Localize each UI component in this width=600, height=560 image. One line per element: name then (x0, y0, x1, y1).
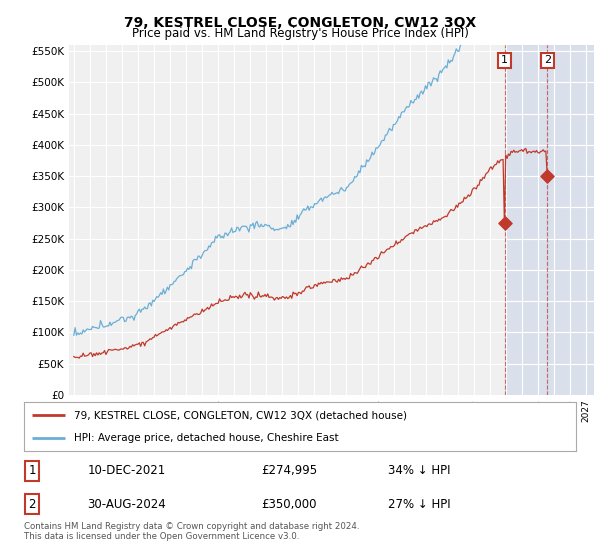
Text: 2: 2 (544, 55, 551, 66)
Bar (505, 45, 547, 395)
Text: Contains HM Land Registry data © Crown copyright and database right 2024.
This d: Contains HM Land Registry data © Crown c… (24, 522, 359, 542)
Text: Price paid vs. HM Land Registry's House Price Index (HPI): Price paid vs. HM Land Registry's House … (131, 27, 469, 40)
Text: 30-AUG-2024: 30-AUG-2024 (88, 498, 166, 511)
Text: 79, KESTREL CLOSE, CONGLETON, CW12 3QX: 79, KESTREL CLOSE, CONGLETON, CW12 3QX (124, 16, 476, 30)
Text: 34% ↓ HPI: 34% ↓ HPI (388, 464, 451, 478)
Text: 1: 1 (501, 55, 508, 66)
Text: 79, KESTREL CLOSE, CONGLETON, CW12 3QX (detached house): 79, KESTREL CLOSE, CONGLETON, CW12 3QX (… (74, 410, 407, 421)
Point (542, 171, 552, 180)
Text: £350,000: £350,000 (262, 498, 317, 511)
Bar (547, 45, 594, 395)
Text: 2: 2 (29, 498, 36, 511)
Text: 27% ↓ HPI: 27% ↓ HPI (388, 498, 451, 511)
Point (500, 218, 509, 227)
Text: 1: 1 (29, 464, 36, 478)
Text: HPI: Average price, detached house, Cheshire East: HPI: Average price, detached house, Ches… (74, 433, 338, 444)
Text: 10-DEC-2021: 10-DEC-2021 (88, 464, 166, 478)
Text: £274,995: £274,995 (262, 464, 317, 478)
